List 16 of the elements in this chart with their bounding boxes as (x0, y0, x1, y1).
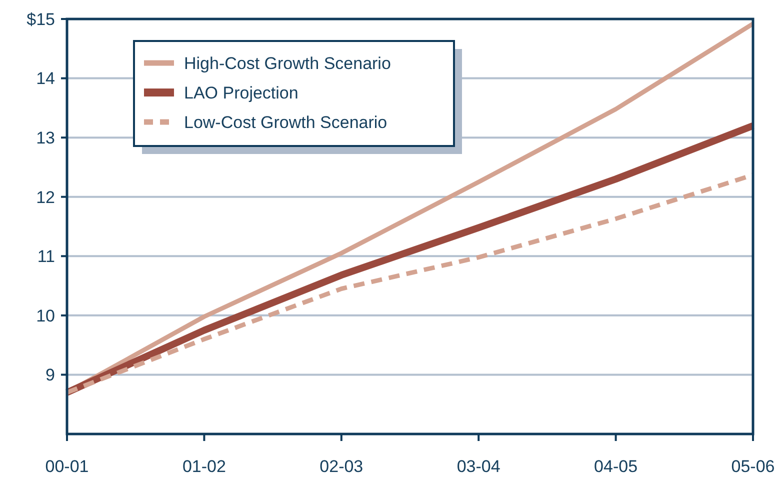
x-tick-label: 05-06 (731, 457, 775, 476)
x-tick-label: 04-05 (594, 457, 638, 476)
y-tick-label: $15 (26, 10, 55, 29)
legend-label: Low-Cost Growth Scenario (184, 112, 388, 132)
legend-label: LAO Projection (184, 83, 298, 102)
x-tick-label: 00-01 (45, 457, 89, 476)
y-tick-label: 14 (36, 69, 55, 88)
y-tick-label: 13 (36, 128, 55, 148)
y-tick-label: 12 (36, 188, 55, 207)
x-tick-label: 01-02 (182, 457, 226, 476)
x-tick-label: 03-04 (456, 457, 500, 476)
x-tick-label: 02-03 (320, 457, 364, 476)
legend-label: High-Cost Growth Scenario (184, 54, 391, 73)
y-tick-label: 11 (37, 247, 55, 266)
y-tick-label: 10 (36, 306, 55, 326)
y-tick-label: 9 (46, 366, 55, 385)
